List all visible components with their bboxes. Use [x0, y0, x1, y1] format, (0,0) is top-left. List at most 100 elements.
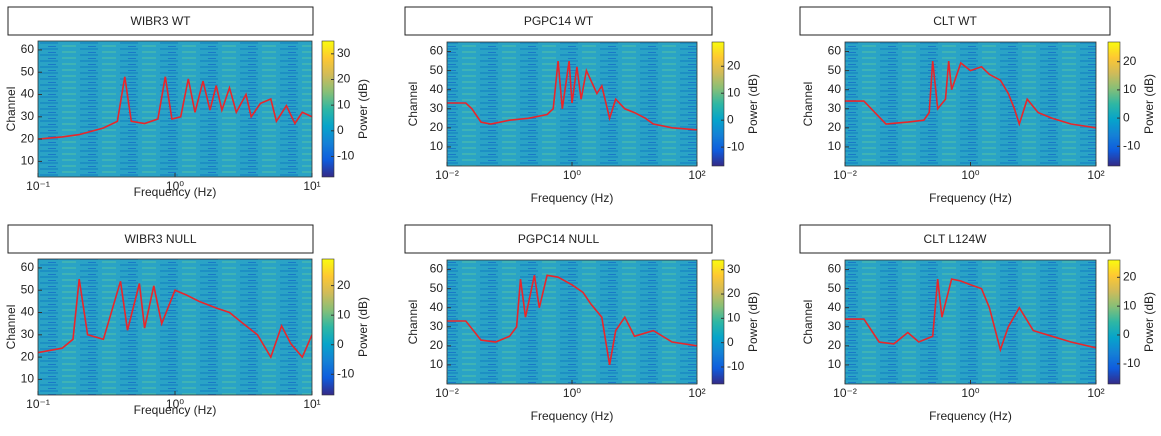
colorbar-label: Power (dB): [1142, 292, 1156, 352]
panel-title: PGPC14 WT: [524, 14, 594, 28]
y-tick-label: 30: [430, 319, 444, 333]
panel-title: WIBR3 WT: [131, 14, 192, 28]
x-axis-label: Frequency (Hz): [531, 191, 614, 205]
colorbar-tick-label: -10: [337, 366, 355, 380]
colorbar-tick-label: 30: [337, 46, 351, 60]
colorbar-tick-label: 20: [337, 72, 351, 86]
power-line: [447, 274, 697, 366]
colorbar-tick-label: 20: [727, 58, 741, 72]
x-tick-label: 10⁰: [166, 179, 184, 193]
colorbar-tick-label: 10: [1123, 298, 1137, 312]
colorbar-tick-label: -10: [727, 139, 745, 153]
x-tick-label: 10²: [688, 386, 705, 400]
spectrogram: [845, 260, 1096, 384]
x-axis-label: Frequency (Hz): [531, 409, 614, 423]
colorbar-tick-label: 10: [727, 311, 741, 325]
y-tick-label: 30: [21, 327, 35, 341]
y-tick-label: 20: [828, 120, 842, 134]
y-tick-label: 60: [430, 44, 444, 58]
y-axis-label: Channel: [801, 300, 815, 345]
colorbar-tick-label: -10: [1123, 138, 1141, 152]
y-tick-label: 60: [828, 262, 842, 276]
y-tick-label: 60: [21, 42, 35, 56]
title-box: [404, 6, 713, 36]
x-tick-label: 10⁻²: [435, 168, 459, 182]
x-tick-label: 10⁻¹: [26, 397, 50, 411]
colorbar-label: Power (dB): [746, 74, 760, 134]
colorbar: [711, 41, 725, 167]
y-axis-label: Channel: [4, 305, 18, 350]
y-tick-label: 40: [828, 300, 842, 314]
y-tick-label: 30: [430, 101, 444, 115]
panel: WIBR3 WT 10 20 30 40 50 60 10⁻¹ 10⁰ 10¹ Frequency …: [4, 6, 370, 199]
panel: PGPC14 WT 10 20 30 40 50 60 10⁻² 10⁰ 10² Frequency…: [404, 6, 760, 205]
y-tick-label: 20: [21, 349, 35, 363]
colorbar-label: Power (dB): [356, 297, 370, 357]
power-line: [38, 76, 312, 140]
title-box: [404, 224, 713, 254]
colorbar: [321, 40, 335, 178]
colorbar-tick-label: -10: [337, 149, 355, 163]
x-tick-label: 10⁻²: [833, 168, 857, 182]
colorbar-tick-label: 0: [1123, 327, 1130, 341]
y-axis-label: Channel: [801, 82, 815, 127]
y-tick-label: 40: [21, 87, 35, 101]
y-tick-label: 10: [21, 154, 35, 168]
colorbar: [711, 259, 725, 385]
colorbar-label: Power (dB): [746, 292, 760, 352]
y-tick-label: 30: [828, 319, 842, 333]
y-axis-label: Channel: [4, 87, 18, 132]
title-box: [799, 224, 1111, 254]
colorbar-label: Power (dB): [1142, 74, 1156, 134]
y-tick-label: 30: [828, 101, 842, 115]
x-tick-label: 10⁰: [563, 386, 581, 400]
colorbar-tick-label: 20: [727, 286, 741, 300]
colorbar-tick-label: 10: [727, 85, 741, 99]
power-line: [845, 61, 1096, 129]
panel-title: WIBR3 NULL: [124, 232, 196, 246]
y-tick-label: 40: [828, 82, 842, 96]
spectrogram: [845, 42, 1096, 166]
title-box: [7, 224, 314, 254]
x-axis-label: Frequency (Hz): [929, 409, 1012, 423]
y-tick-label: 40: [430, 300, 444, 314]
spectrogram: [38, 41, 312, 177]
y-tick-label: 50: [430, 63, 444, 77]
spectrogram: [38, 259, 312, 395]
colorbar-tick-label: 0: [727, 112, 734, 126]
colorbar-tick-label: 0: [727, 335, 734, 349]
y-tick-label: 60: [430, 262, 444, 276]
y-axis-label: Channel: [406, 300, 420, 345]
y-tick-label: 50: [21, 282, 35, 296]
colorbar-tick-label: -10: [1123, 356, 1141, 370]
x-tick-label: 10²: [1087, 168, 1104, 182]
y-tick-label: 30: [21, 109, 35, 123]
x-axis-label: Frequency (Hz): [134, 185, 217, 199]
x-tick-label: 10⁻²: [833, 386, 857, 400]
y-tick-label: 10: [828, 139, 842, 153]
x-tick-label: 10⁰: [563, 168, 581, 182]
x-axis-label: Frequency (Hz): [929, 191, 1012, 205]
y-tick-label: 40: [430, 82, 444, 96]
x-tick-label: 10²: [1087, 386, 1104, 400]
y-tick-label: 20: [828, 338, 842, 352]
colorbar-tick-label: 20: [1123, 269, 1137, 283]
panel-title: CLT WT: [933, 14, 977, 28]
x-tick-label: 10⁰: [961, 386, 979, 400]
y-tick-label: 40: [21, 305, 35, 319]
title-box: [799, 6, 1111, 36]
colorbar-tick-label: -10: [727, 359, 745, 373]
spectrogram: [447, 260, 697, 384]
colorbar-tick-label: 10: [337, 97, 351, 111]
panel-title: PGPC14 NULL: [518, 232, 600, 246]
y-tick-label: 20: [21, 131, 35, 145]
colorbar-label: Power (dB): [356, 79, 370, 139]
colorbar-tick-label: 0: [337, 337, 344, 351]
panel: PGPC14 NULL 10 20 30 40 50 60 10⁻² 10⁰ 10² Frequen…: [404, 224, 760, 423]
y-tick-label: 60: [828, 44, 842, 58]
y-tick-label: 10: [21, 372, 35, 386]
x-tick-label: 10¹: [303, 397, 320, 411]
colorbar: [1107, 41, 1121, 167]
colorbar-tick-label: 10: [337, 307, 351, 321]
title-box: [7, 6, 314, 36]
